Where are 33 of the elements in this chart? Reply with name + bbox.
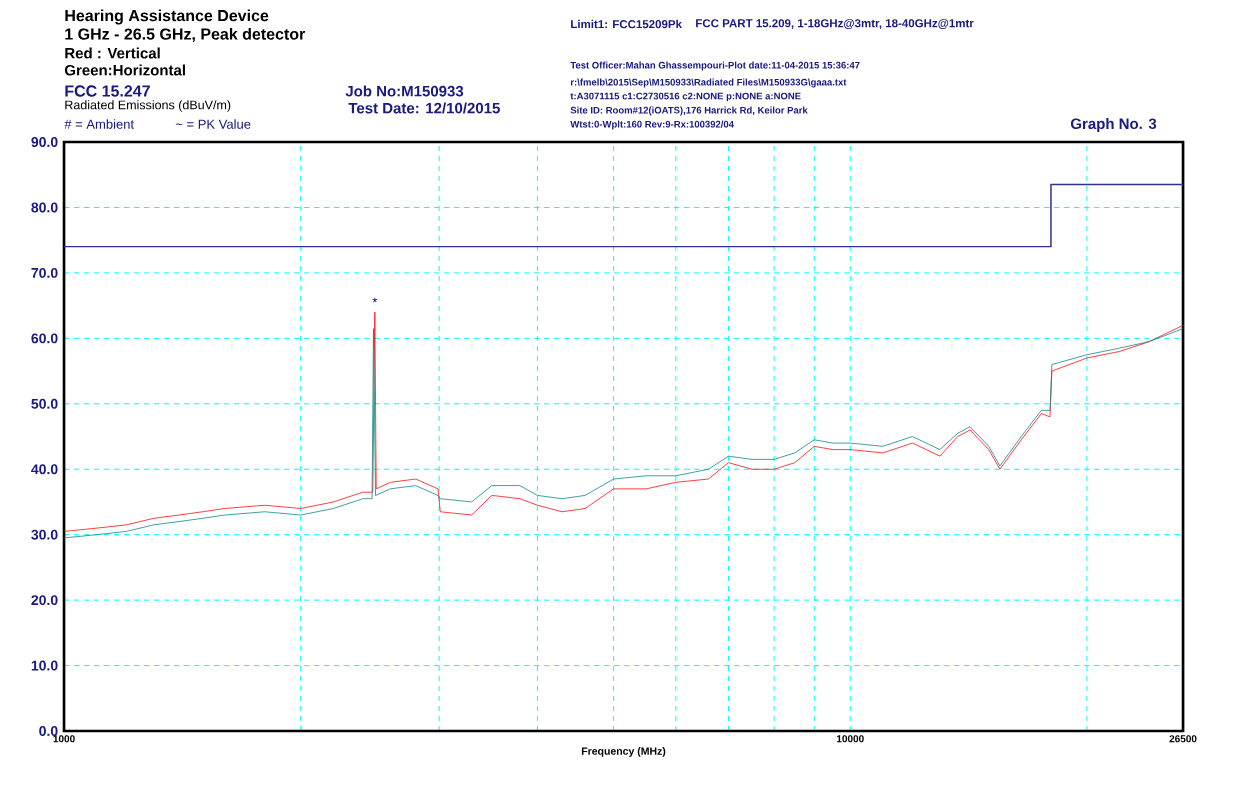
x-tick-label: 26500 — [1169, 735, 1197, 743]
x-tick-label: 1000 — [53, 735, 75, 743]
x-tick-label: 10000 — [837, 735, 864, 743]
y-tick-label: 30.0 — [31, 529, 58, 540]
y-axis-title: Radiated Emissions (dBuV/m) — [65, 100, 231, 112]
text: Graph No. 3 — [1070, 118, 1157, 132]
text: # = Ambient — [64, 119, 134, 129]
y-tick-label: 50.0 — [31, 398, 58, 409]
text: Red : Vertical — [65, 47, 160, 59]
text: FCC 15.247 — [65, 85, 150, 97]
text: Test Date: 12/10/2015 — [348, 102, 500, 114]
text: r:\fmelb\2015\Sep\M150933\Radiated Files\M150933G\gaaa.txt — [570, 78, 847, 88]
y-tick-label: 20.0 — [31, 595, 58, 606]
y-tick-label: 0.0 — [39, 726, 58, 736]
chart-subtitle: 1 GHz - 26.5 GHz, Peak detector — [65, 27, 306, 43]
y-tick-label: 40.0 — [31, 464, 58, 475]
x-axis-title: Frequency (MHz) — [581, 747, 666, 757]
y-tick-label: 10.0 — [31, 660, 58, 671]
text: Wtst:0-Wplt:160 Rev:9-Rx:100392/04 — [570, 120, 734, 130]
text: Limit1: FCC15209Pk — [571, 19, 682, 29]
text: Site ID: Room#12(iOATS),176 Harrick Rd, Keilor Park — [570, 106, 808, 116]
y-tick-label: 60.0 — [31, 333, 58, 344]
text: t:A3071115 c1:C2730516 c2:NONE p:NONE a:NONE — [570, 92, 801, 102]
annotation: * — [372, 297, 378, 303]
text: Green:Horizontal — [64, 64, 185, 76]
text: Job No:M150933 — [345, 85, 464, 97]
y-tick-label: 90.0 — [31, 137, 58, 147]
text: FCC PART 15.209, 1-18GHz@3mtr, 18-40GHz@1mtr — [696, 19, 974, 30]
text: ~ = PK Value — [175, 119, 251, 129]
y-tick-label: 80.0 — [31, 202, 58, 213]
chart-title: Hearing Assistance Device — [65, 9, 269, 25]
y-tick-label: 70.0 — [31, 267, 58, 278]
text: Test Officer:Mahan Ghassempouri-Plot date:11-04-2015 15:36:47 — [570, 61, 860, 71]
